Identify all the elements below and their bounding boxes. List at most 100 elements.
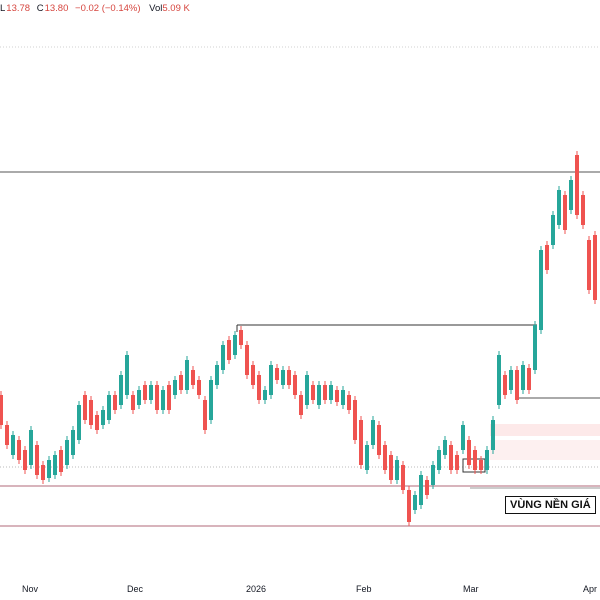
candle-body bbox=[77, 405, 81, 440]
candle-body bbox=[131, 395, 135, 410]
candle-body bbox=[413, 495, 417, 510]
candle-body bbox=[71, 430, 75, 455]
candles bbox=[0, 151, 597, 526]
candle-body bbox=[419, 475, 423, 505]
candle-body bbox=[59, 450, 63, 472]
candle-body bbox=[161, 390, 165, 410]
candle-body bbox=[95, 415, 99, 430]
candle-body bbox=[197, 380, 201, 395]
volume-label: Vol bbox=[149, 3, 163, 14]
x-tick-label: Mar bbox=[463, 584, 479, 594]
candle-body bbox=[371, 420, 375, 445]
pink-zone-1 bbox=[490, 424, 600, 436]
candle-body bbox=[587, 240, 591, 290]
candle-body bbox=[149, 385, 153, 400]
candle-body bbox=[545, 245, 549, 270]
candle-body bbox=[287, 370, 291, 385]
candle-body bbox=[467, 440, 471, 465]
candle-body bbox=[497, 355, 501, 405]
candle-body bbox=[365, 445, 369, 470]
candle-body bbox=[503, 375, 507, 395]
candle-body bbox=[251, 365, 255, 385]
candle-body bbox=[593, 235, 597, 300]
candle-body bbox=[179, 375, 183, 390]
candle-body bbox=[47, 460, 51, 478]
x-tick-label: 2026 bbox=[246, 584, 267, 594]
candle-body bbox=[269, 365, 273, 395]
candle-body bbox=[329, 385, 333, 400]
candle-body bbox=[533, 325, 537, 370]
candle-body bbox=[395, 460, 399, 480]
candle-body bbox=[485, 450, 489, 470]
candle-body bbox=[41, 465, 45, 480]
candle-body bbox=[389, 455, 393, 480]
candle-body bbox=[167, 385, 171, 410]
candle-body bbox=[221, 345, 225, 370]
candle-body bbox=[347, 395, 351, 410]
x-tick-label: Nov bbox=[22, 584, 39, 594]
candle-body bbox=[35, 445, 39, 475]
close-label: C bbox=[36, 3, 44, 14]
low-label: L bbox=[0, 3, 6, 14]
zone-label: VÙNG NỀN GIÁ bbox=[505, 496, 596, 514]
candle-body bbox=[509, 370, 513, 390]
candle-body bbox=[245, 345, 249, 375]
candle-body bbox=[101, 410, 105, 425]
candle-body bbox=[527, 368, 531, 390]
candle-body bbox=[575, 155, 579, 215]
volume-value: 5.09 K bbox=[162, 3, 190, 14]
candle-body bbox=[299, 395, 303, 415]
candle-body bbox=[185, 360, 189, 390]
candle-body bbox=[17, 440, 21, 460]
candle-body bbox=[263, 390, 267, 400]
candle-body bbox=[479, 460, 483, 470]
candle-body bbox=[239, 330, 243, 345]
candle-body bbox=[521, 365, 525, 390]
x-tick-label: Apr bbox=[583, 584, 598, 594]
candle-body bbox=[125, 355, 129, 395]
candle-body bbox=[569, 180, 573, 210]
close-value: 13.80 bbox=[44, 3, 69, 14]
candle-body bbox=[89, 400, 93, 425]
low-value: 13.78 bbox=[6, 3, 31, 14]
candle-body bbox=[275, 368, 279, 380]
candle-body bbox=[233, 335, 237, 355]
candle-body bbox=[113, 395, 117, 410]
candle-body bbox=[581, 195, 585, 225]
candle-body bbox=[209, 380, 213, 420]
candle-body bbox=[401, 465, 405, 490]
candle-body bbox=[5, 425, 9, 445]
candle-body bbox=[551, 215, 555, 245]
candle-body bbox=[203, 400, 207, 430]
candle-body bbox=[215, 365, 219, 385]
ohlc-legend: L13.78 C13.80 −0.02 (−0.14%) Vol5.09 K bbox=[0, 3, 190, 14]
candle-body bbox=[335, 390, 339, 402]
candle-body bbox=[137, 390, 141, 405]
candle-body bbox=[191, 370, 195, 385]
candle-body bbox=[359, 420, 363, 465]
candle-body bbox=[461, 425, 465, 450]
candle-body bbox=[455, 455, 459, 470]
candle-body bbox=[155, 385, 159, 410]
candle-body bbox=[227, 340, 231, 360]
candle-body bbox=[449, 445, 453, 470]
candle-body bbox=[311, 385, 315, 400]
candle-body bbox=[317, 385, 321, 405]
candle-body bbox=[563, 195, 567, 230]
candle-body bbox=[11, 435, 15, 455]
candle-body bbox=[443, 440, 447, 455]
candle-body bbox=[377, 425, 381, 455]
change-value: −0.02 (−0.14%) bbox=[75, 3, 141, 14]
candle-body bbox=[53, 455, 57, 475]
candle-body bbox=[0, 395, 3, 425]
candle-body bbox=[293, 375, 297, 395]
candle-body bbox=[281, 370, 285, 385]
candle-body bbox=[437, 450, 441, 470]
candle-body bbox=[323, 385, 327, 400]
candle-body bbox=[515, 370, 519, 400]
candle-body bbox=[431, 465, 435, 485]
x-tick-label: Feb bbox=[356, 584, 372, 594]
candle-body bbox=[305, 375, 309, 405]
candle-body bbox=[83, 395, 87, 420]
